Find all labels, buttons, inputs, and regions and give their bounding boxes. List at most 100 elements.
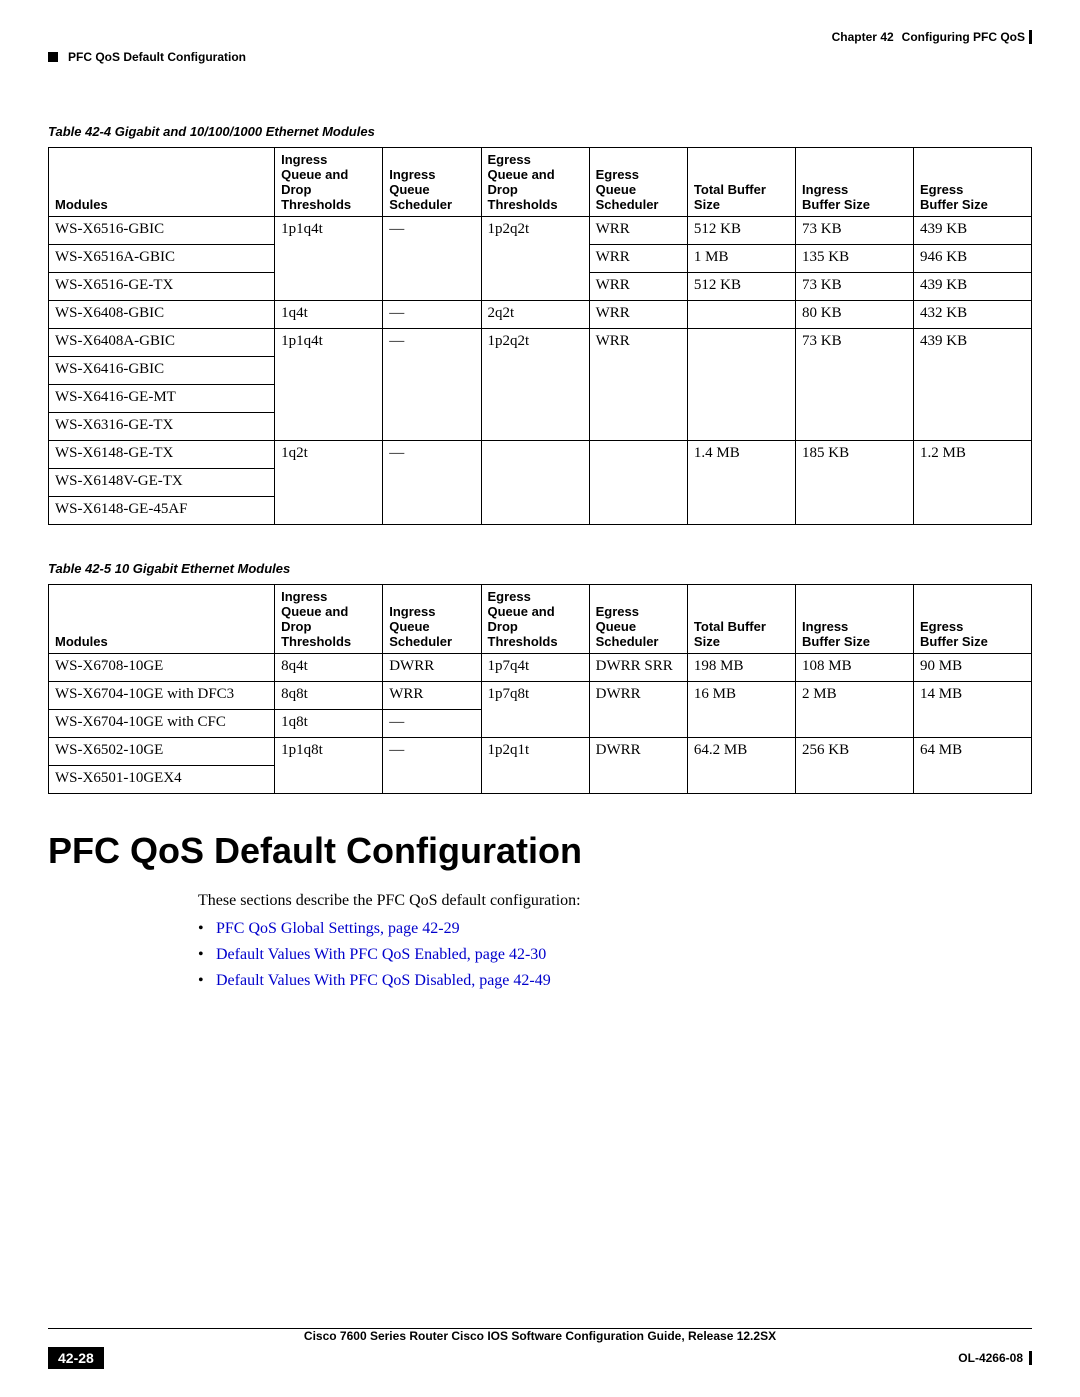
table-cell: — (383, 301, 481, 329)
table-cell: 1p2q2t (481, 217, 589, 301)
column-header: IngressBuffer Size (796, 585, 914, 654)
table-cell: 73 KB (796, 329, 914, 441)
table-cell: DWRR SRR (589, 654, 687, 682)
table-cell: 73 KB (796, 217, 914, 245)
column-header: EgressQueueScheduler (589, 148, 687, 217)
table-cell: 135 KB (796, 245, 914, 273)
table-cell: — (383, 738, 481, 794)
column-header: IngressQueue andDropThresholds (275, 585, 383, 654)
table-cell: 1.2 MB (914, 441, 1032, 525)
table-cell: 439 KB (914, 217, 1032, 245)
table-cell: 1q4t (275, 301, 383, 329)
table-cell: WS-X6316-GE-TX (49, 413, 275, 441)
table-cell: 256 KB (796, 738, 914, 794)
column-header: EgressQueue andDropThresholds (481, 585, 589, 654)
table-cell: WRR (589, 245, 687, 273)
table-cell: 64.2 MB (687, 738, 795, 794)
doc-id: OL-4266-08 (958, 1351, 1032, 1365)
column-header: EgressQueue andDropThresholds (481, 148, 589, 217)
table-cell: DWRR (589, 682, 687, 738)
column-header: IngressBuffer Size (796, 148, 914, 217)
xref-link[interactable]: PFC QoS Global Settings, page 42-29 (216, 920, 460, 937)
table-cell: WS-X6708-10GE (49, 654, 275, 682)
footer-guide: Cisco 7600 Series Router Cisco IOS Softw… (48, 1329, 1032, 1343)
table-cell: WRR (383, 682, 481, 710)
table-row: WS-X6704-10GE with DFC38q8tWRR1p7q8tDWRR… (49, 682, 1032, 710)
xref-link[interactable]: Default Values With PFC QoS Enabled, pag… (216, 946, 546, 963)
table-cell: 185 KB (796, 441, 914, 525)
table-cell: 2 MB (796, 682, 914, 738)
table-cell (481, 441, 589, 525)
table-cell: WRR (589, 301, 687, 329)
intro-text: These sections describe the PFC QoS defa… (198, 892, 1032, 910)
links-list: PFC QoS Global Settings, page 42-29 Defau… (198, 920, 1032, 990)
table-cell: 1 MB (687, 245, 795, 273)
list-item: Default Values With PFC QoS Enabled, pag… (198, 946, 1032, 964)
chapter-label: Chapter 42 (832, 30, 894, 44)
table-cell: WRR (589, 329, 687, 441)
table-cell: WS-X6516-GE-TX (49, 273, 275, 301)
column-header: IngressQueue andDropThresholds (275, 148, 383, 217)
table2: ModulesIngressQueue andDropThresholdsIng… (48, 584, 1032, 794)
table-cell (687, 329, 795, 441)
header-bar-icon (1029, 30, 1032, 44)
header-top: Chapter 42 Configuring PFC QoS (48, 30, 1032, 44)
table-row: WS-X6516-GBIC1p1q4t—1p2q2tWRR512 KB73 KB… (49, 217, 1032, 245)
column-header: EgressQueueScheduler (589, 585, 687, 654)
table-cell: 512 KB (687, 217, 795, 245)
table-cell: — (383, 441, 481, 525)
table-cell: — (383, 710, 481, 738)
column-header: IngressQueueScheduler (383, 585, 481, 654)
intro-block: These sections describe the PFC QoS defa… (198, 892, 1032, 990)
table-cell: 80 KB (796, 301, 914, 329)
table-cell: 1p1q8t (275, 738, 383, 794)
column-header: Modules (49, 148, 275, 217)
square-bullet-icon (48, 52, 58, 62)
table-cell: 1q2t (275, 441, 383, 525)
table-cell: 1p1q4t (275, 217, 383, 301)
table-cell: — (383, 329, 481, 441)
table-row: WS-X6148-GE-TX1q2t—1.4 MB185 KB1.2 MB (49, 441, 1032, 469)
table1-caption: Table 42-4 Gigabit and 10/100/1000 Ether… (48, 124, 1032, 139)
table-cell: WS-X6704-10GE with DFC3 (49, 682, 275, 710)
table-cell: WS-X6148-GE-45AF (49, 497, 275, 525)
table-cell: WS-X6502-10GE (49, 738, 275, 766)
table-cell: WRR (589, 217, 687, 245)
header-section: PFC QoS Default Configuration (48, 50, 1032, 64)
table-cell: 1p2q2t (481, 329, 589, 441)
table-cell: 198 MB (687, 654, 795, 682)
table-cell: 16 MB (687, 682, 795, 738)
table-cell: 1.4 MB (687, 441, 795, 525)
column-header: EgressBuffer Size (914, 585, 1032, 654)
xref-link[interactable]: Default Values With PFC QoS Disabled, pa… (216, 972, 551, 989)
table-cell: 1p1q4t (275, 329, 383, 441)
column-header: IngressQueueScheduler (383, 148, 481, 217)
table-cell: WS-X6416-GE-MT (49, 385, 275, 413)
table-cell: 8q4t (275, 654, 383, 682)
table-cell: WS-X6408-GBIC (49, 301, 275, 329)
table-cell: 108 MB (796, 654, 914, 682)
footer-bar-icon (1029, 1351, 1032, 1365)
table-cell: — (383, 217, 481, 301)
column-header: EgressBuffer Size (914, 148, 1032, 217)
table-cell: 1q8t (275, 710, 383, 738)
table-cell: 946 KB (914, 245, 1032, 273)
table-cell: WS-X6704-10GE with CFC (49, 710, 275, 738)
list-item: Default Values With PFC QoS Disabled, pa… (198, 972, 1032, 990)
table-cell: 439 KB (914, 273, 1032, 301)
chapter-title: Configuring PFC QoS (902, 30, 1025, 44)
table-row: WS-X6502-10GE1p1q8t—1p2q1tDWRR64.2 MB256… (49, 738, 1032, 766)
table-cell: DWRR (589, 738, 687, 794)
table-cell: 1p2q1t (481, 738, 589, 794)
table-cell: WS-X6516A-GBIC (49, 245, 275, 273)
table-cell: WS-X6416-GBIC (49, 357, 275, 385)
table-row: WS-X6408-GBIC1q4t—2q2tWRR80 KB432 KB (49, 301, 1032, 329)
table-cell: WS-X6501-10GEX4 (49, 766, 275, 794)
table-cell: 432 KB (914, 301, 1032, 329)
page-title: PFC QoS Default Configuration (48, 830, 1032, 872)
table-cell: 512 KB (687, 273, 795, 301)
table-cell: WS-X6148-GE-TX (49, 441, 275, 469)
table-cell: 1p7q4t (481, 654, 589, 682)
table-row: WS-X6408A-GBIC1p1q4t—1p2q2tWRR73 KB439 K… (49, 329, 1032, 357)
table-cell: WS-X6148V-GE-TX (49, 469, 275, 497)
